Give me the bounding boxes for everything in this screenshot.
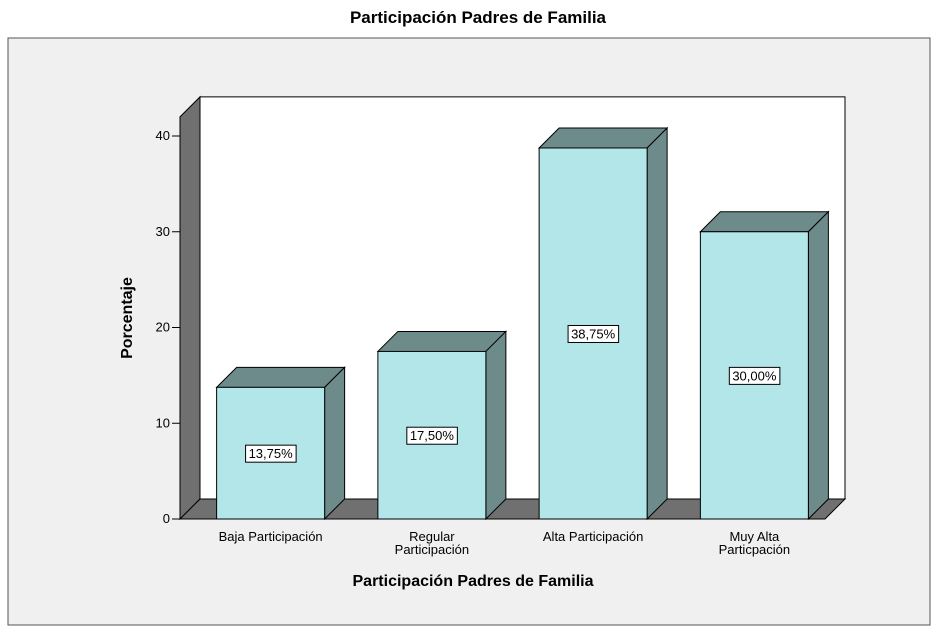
value-label-box xyxy=(245,444,297,463)
y-tick-label: 20 xyxy=(156,320,170,335)
bar-top xyxy=(537,127,669,149)
x-tick-label: Alta Participación xyxy=(543,529,643,544)
bar-side xyxy=(807,210,829,521)
bar-side xyxy=(646,126,668,521)
bar-side xyxy=(485,330,507,521)
value-label-box xyxy=(567,324,620,343)
chart-title: Participación Padres de Familia xyxy=(350,8,607,27)
bar-side xyxy=(324,366,346,521)
value-label-box xyxy=(406,426,458,445)
value-label: 30,00% xyxy=(732,368,777,383)
x-tick-label: Baja Participación xyxy=(219,529,323,544)
value-label: 17,50% xyxy=(410,428,455,443)
y-tick-label: 10 xyxy=(156,415,170,430)
y-axis-title: Porcentaje xyxy=(119,277,136,359)
x-tick-label: Regular Participación xyxy=(395,529,469,557)
value-label: 13,75% xyxy=(249,446,294,461)
value-label: 38,75% xyxy=(571,326,616,341)
side-wall xyxy=(179,95,201,521)
bar-top xyxy=(699,211,830,233)
x-tick-label: Muy Alta Particpación xyxy=(719,529,791,557)
value-label-box xyxy=(728,366,781,385)
y-tick-label: 0 xyxy=(163,511,170,526)
bar-top xyxy=(376,330,508,352)
y-tick-label: 30 xyxy=(156,224,170,239)
bar-top xyxy=(215,366,346,388)
y-tick-label: 40 xyxy=(156,128,170,143)
x-axis-title: Participación Padres de Familia xyxy=(353,573,594,590)
